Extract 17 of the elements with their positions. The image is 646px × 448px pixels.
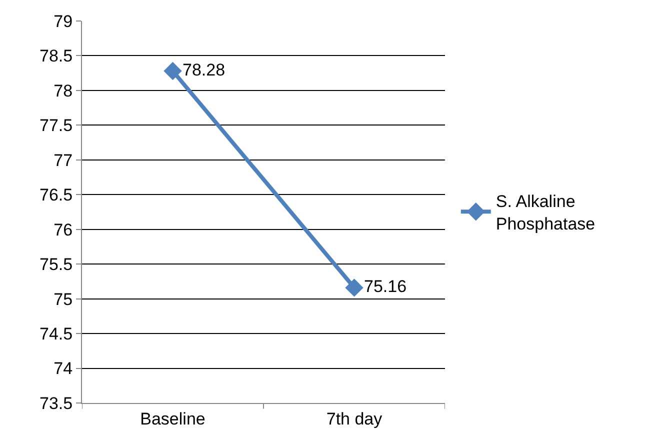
y-tick-label: 74 — [54, 359, 73, 378]
y-tick-label: 73.5 — [40, 394, 73, 413]
y-tick-label: 75.5 — [40, 255, 73, 274]
y-tick-label: 78 — [54, 81, 73, 100]
data-label: 78.28 — [182, 60, 226, 80]
y-tick-label: 77 — [54, 150, 73, 170]
legend-label: S. Alkaline Phosphatase — [496, 192, 596, 234]
y-tick-label: 77.5 — [40, 116, 73, 136]
y-tick-label: 79 — [54, 12, 73, 31]
y-tick-label: 76.5 — [40, 186, 73, 205]
y-tick-label: 78.5 — [40, 46, 73, 66]
y-tick-label: 75 — [54, 290, 73, 309]
data-label: 75.16 — [364, 276, 407, 296]
y-tick-label: 76 — [54, 220, 73, 240]
x-tick-label: 7th day — [326, 409, 383, 428]
x-tick-label: Baseline — [140, 409, 206, 428]
y-tick-label: 74.5 — [40, 324, 73, 344]
